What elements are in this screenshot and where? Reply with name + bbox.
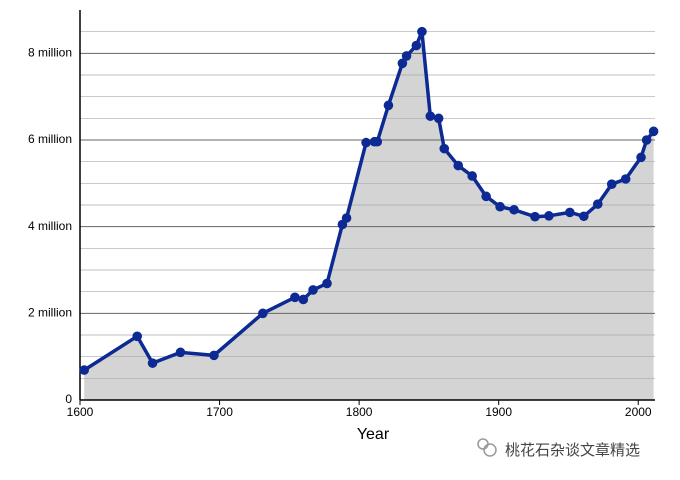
point [79,365,89,375]
y-tick-label: 0 [65,392,72,406]
point [372,136,383,147]
x-tick-label: 1600 [67,405,94,419]
point [258,308,268,319]
point [132,331,143,342]
point [544,211,554,221]
point [565,207,575,218]
point [341,213,352,223]
point [636,152,646,163]
x-tick-label: 1700 [206,405,233,419]
point [606,179,617,189]
point [481,191,491,202]
point [453,160,464,171]
point [579,211,589,222]
point [433,113,444,124]
watermark: 桃花石杂谈文章精选 [505,441,640,459]
point [648,126,659,137]
point [439,143,450,154]
x-axis-label: Year [357,426,390,443]
point [509,204,519,215]
point [417,26,427,37]
point [401,51,412,61]
x-tick-label: 1800 [346,405,373,419]
point [425,111,436,121]
point [641,135,652,145]
y-tick-label: 4 million [28,219,72,233]
point [361,137,371,148]
point [592,199,603,209]
point [322,278,332,289]
point [495,201,505,212]
area [84,31,654,401]
point [397,58,408,69]
point [383,100,394,111]
x-tick-label: 2000 [625,405,652,419]
y-tick-label: 6 million [28,132,72,146]
point [147,358,158,368]
point [530,211,540,222]
y-tick-label: 2 million [28,306,72,320]
x-tick-label: 1900 [485,405,512,419]
point [290,292,300,303]
point [411,40,422,51]
watermark-icon [477,438,497,457]
point [308,285,318,295]
point [620,174,631,184]
point [209,350,219,361]
point [298,294,309,305]
y-tick-label: 8 million [28,46,72,60]
point [175,347,186,358]
point [467,171,477,181]
